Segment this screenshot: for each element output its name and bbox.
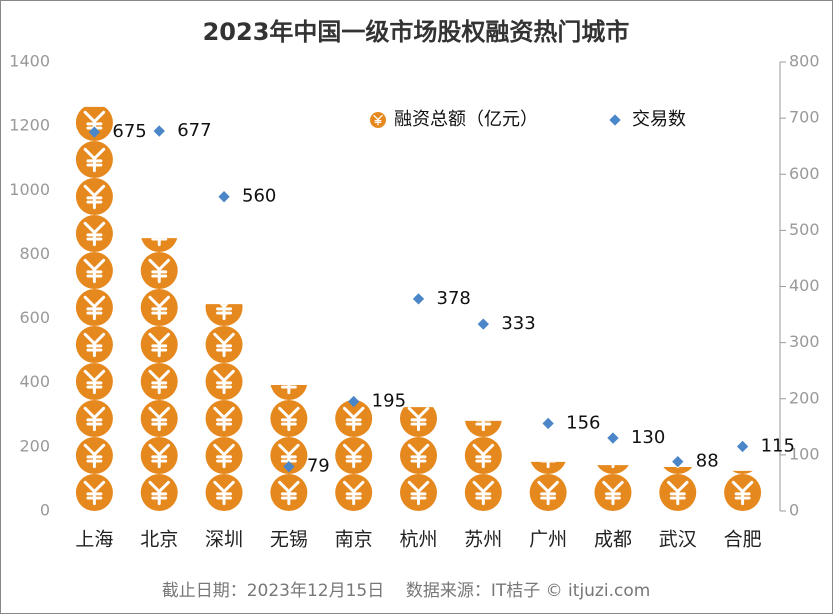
data-label: 195 bbox=[372, 391, 406, 412]
point bbox=[736, 440, 749, 453]
x-tick-label: 广州 bbox=[529, 529, 567, 551]
point bbox=[477, 318, 489, 330]
data-label: 156 bbox=[566, 412, 600, 433]
point bbox=[283, 461, 295, 473]
bar bbox=[205, 304, 243, 511]
chart-title: 2023年中国一级市场股权融资热门城市 bbox=[203, 18, 630, 46]
point bbox=[218, 191, 230, 203]
footnote: 截止日期：2023年12月15日 数据来源：IT桔子 © itjuzi.com bbox=[162, 581, 651, 601]
data-label: 560 bbox=[242, 186, 276, 207]
x-tick-label: 上海 bbox=[75, 529, 113, 551]
y-tick-label: 0 bbox=[40, 501, 50, 520]
y2-tick-label: 300 bbox=[789, 332, 820, 351]
y2-tick-label: 200 bbox=[789, 388, 820, 407]
data-label: 378 bbox=[437, 288, 471, 309]
legend-icon bbox=[370, 112, 386, 128]
x-tick-label: 杭州 bbox=[399, 529, 437, 551]
y2-tick-label: 100 bbox=[789, 444, 820, 463]
y2-tick-label: 800 bbox=[789, 52, 820, 71]
x-tick-label: 深圳 bbox=[205, 529, 243, 551]
y2-tick-label: 600 bbox=[789, 164, 820, 183]
bar bbox=[529, 461, 567, 511]
coin bbox=[597, 465, 629, 474]
y-tick-label: 600 bbox=[19, 308, 50, 327]
x-tick-label: 北京 bbox=[140, 529, 178, 551]
y-tick-label: 1200 bbox=[9, 116, 50, 135]
bar bbox=[270, 384, 308, 511]
x-tick-label: 苏州 bbox=[464, 529, 502, 551]
data-label: 677 bbox=[177, 120, 211, 141]
point bbox=[672, 455, 684, 468]
legend-label: 交易数 bbox=[632, 109, 686, 130]
y-tick-label: 400 bbox=[19, 372, 50, 391]
bar bbox=[659, 467, 697, 511]
bar bbox=[594, 465, 632, 511]
bar bbox=[75, 106, 113, 511]
bar bbox=[724, 470, 762, 511]
point bbox=[607, 432, 619, 444]
data-label: 130 bbox=[631, 427, 665, 448]
x-tick-label: 武汉 bbox=[659, 529, 697, 551]
legend-label: 融资总额（亿元） bbox=[394, 109, 538, 130]
x-tick-label: 无锡 bbox=[270, 529, 308, 551]
bar bbox=[464, 420, 502, 511]
data-label: 675 bbox=[112, 121, 146, 142]
point bbox=[412, 293, 425, 305]
coin bbox=[732, 470, 753, 474]
x-tick-label: 成都 bbox=[594, 529, 632, 551]
y2-tick-label: 500 bbox=[789, 220, 820, 239]
y-tick-label: 200 bbox=[19, 436, 50, 455]
bar bbox=[335, 400, 373, 511]
coin bbox=[663, 467, 693, 474]
point bbox=[542, 417, 554, 430]
bar bbox=[400, 407, 437, 511]
data-label: 79 bbox=[307, 456, 330, 477]
data-label: 333 bbox=[501, 313, 535, 334]
y-tick-label: 800 bbox=[19, 244, 50, 263]
data-label: 115 bbox=[761, 435, 795, 456]
y-tick-label: 1400 bbox=[9, 52, 50, 71]
y2-tick-label: 0 bbox=[789, 501, 799, 520]
y2-tick-label: 700 bbox=[789, 108, 820, 127]
y2-tick-label: 400 bbox=[789, 276, 820, 295]
point bbox=[348, 395, 360, 408]
bar bbox=[140, 238, 178, 511]
x-tick-label: 南京 bbox=[335, 529, 373, 551]
y-tick-label: 1000 bbox=[9, 180, 50, 199]
data-label: 88 bbox=[696, 451, 719, 472]
x-tick-label: 合肥 bbox=[724, 529, 762, 551]
